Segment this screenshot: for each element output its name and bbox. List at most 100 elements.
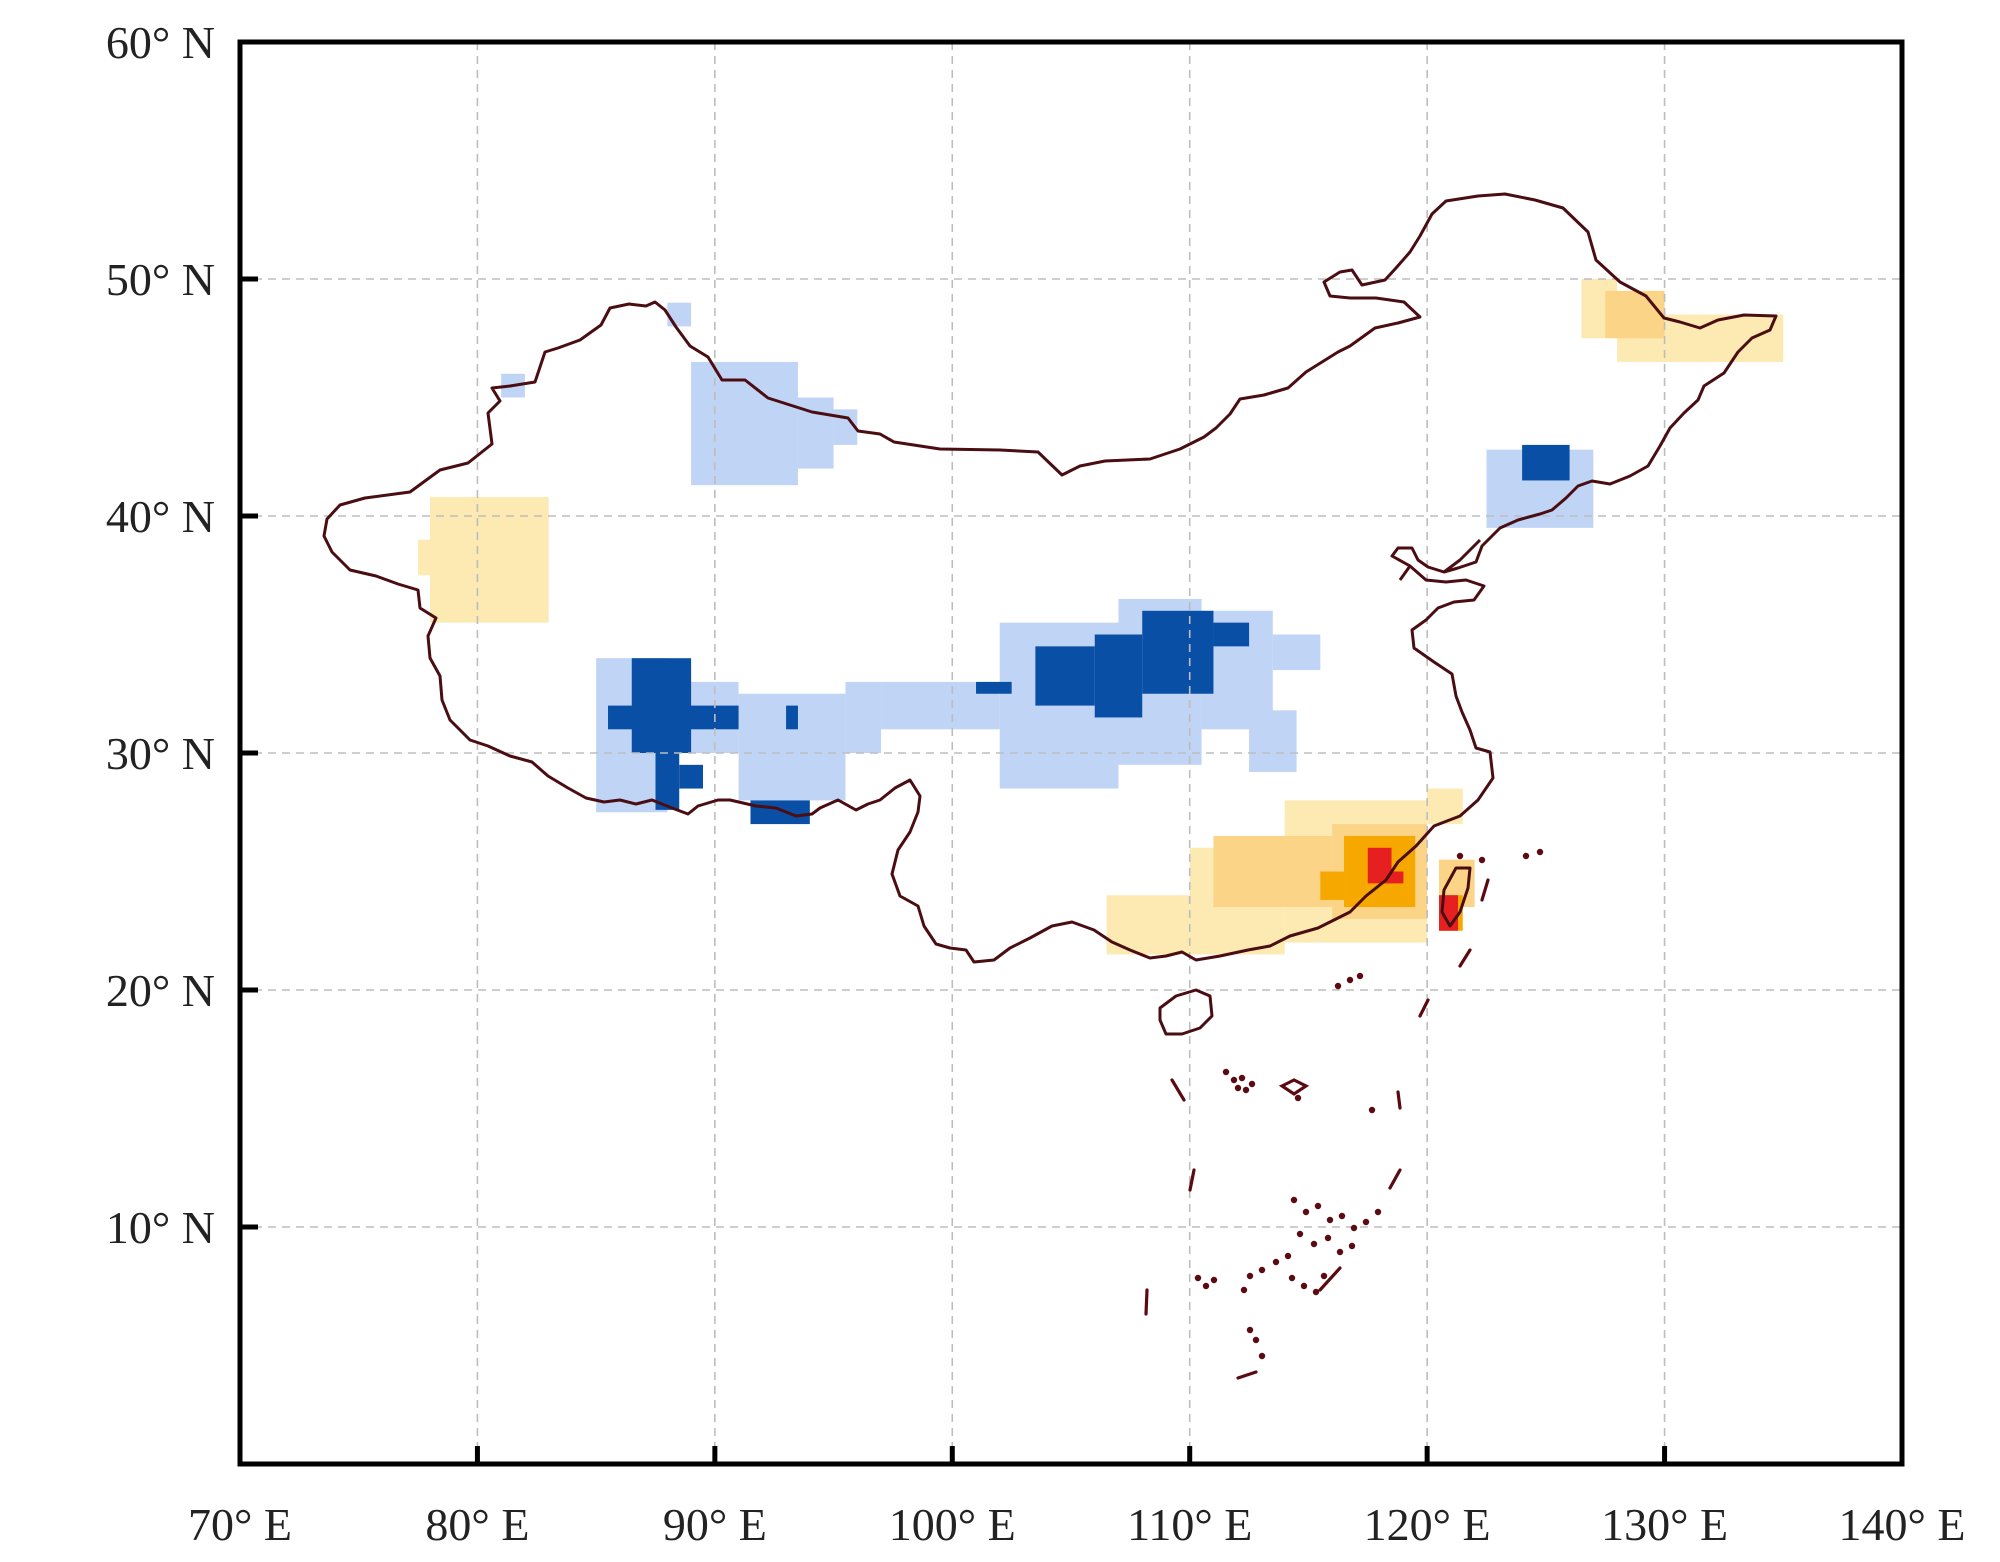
island-dot-12 — [1338, 1212, 1346, 1220]
island-dot-14 — [1362, 1218, 1370, 1226]
dark-blue-cell-8 — [1094, 634, 1143, 718]
dark-blue-cell-1 — [608, 705, 739, 730]
island-dot-5 — [1234, 1084, 1242, 1092]
light-yellow-cell-1 — [418, 539, 442, 576]
taiwan-island — [1440, 866, 1472, 928]
island-dot-36 — [1522, 852, 1530, 860]
dashed-line-2 — [1418, 998, 1430, 1018]
island-dot-24 — [1246, 1272, 1254, 1280]
island-dot-19 — [1336, 1248, 1344, 1256]
gridlines — [240, 42, 1902, 1464]
island-dot-26 — [1288, 1274, 1296, 1282]
y-tick-label: 60° N — [106, 17, 215, 68]
light-blue-cell-9 — [845, 681, 882, 753]
y-tick-label: 20° N — [106, 965, 215, 1016]
dark-blue-cell-9 — [1142, 610, 1214, 694]
island-dot-39 — [1456, 852, 1464, 860]
island-dot-22 — [1272, 1258, 1280, 1266]
light-blue-cell-0 — [691, 361, 798, 486]
light-blue-cell-15 — [1249, 710, 1297, 772]
island-dot-6 — [1346, 976, 1354, 984]
dashed-line-7 — [1318, 1266, 1342, 1292]
island-dot-28 — [1312, 1288, 1320, 1296]
country-border — [322, 192, 1778, 1380]
island-dot-1 — [1230, 1076, 1238, 1084]
light-orange-cell-0 — [1213, 835, 1333, 908]
x-tick-label: 140° E — [1839, 1499, 1966, 1550]
island-dot-29 — [1320, 1272, 1328, 1280]
island-dot-21 — [1284, 1252, 1292, 1260]
light-orange-cell-2 — [1605, 290, 1665, 339]
dashed-line-8 — [1236, 1370, 1258, 1380]
x-tick-label: 110° E — [1127, 1499, 1252, 1550]
island-dot-31 — [1202, 1282, 1210, 1290]
island-dot-17 — [1310, 1240, 1318, 1248]
y-tick-label: 30° N — [106, 728, 215, 779]
island-dot-9 — [1302, 1208, 1310, 1216]
island-dot-20 — [1348, 1242, 1356, 1250]
island-dot-3 — [1248, 1080, 1256, 1088]
island-dot-18 — [1324, 1234, 1332, 1242]
x-tick-label: 100° E — [889, 1499, 1016, 1550]
dashed-line-9 — [1458, 948, 1472, 968]
island-dot-30 — [1194, 1274, 1202, 1282]
island-dot-15 — [1374, 1208, 1382, 1216]
island-dot-10 — [1314, 1202, 1322, 1210]
y-tick-label: 10° N — [106, 1202, 215, 1253]
dark-blue-cell-4 — [750, 800, 810, 825]
region-dark-blue — [608, 444, 1570, 825]
dashed-line-5 — [1188, 1168, 1196, 1192]
light-yellow-cell-0 — [429, 497, 549, 623]
dark-blue-cell-5 — [786, 705, 798, 730]
light-yellow-cell-5 — [1427, 788, 1463, 825]
x-tick-label: 80° E — [425, 1499, 529, 1550]
light-blue-cell-3 — [667, 302, 692, 327]
dashed-line-10 — [1480, 878, 1490, 902]
light-blue-cell-14 — [1272, 634, 1321, 671]
mainland-outline — [322, 192, 1778, 964]
dark-blue-cell-11 — [1522, 444, 1570, 481]
dashed-line-1 — [1170, 1078, 1186, 1102]
island-dot-13 — [1350, 1224, 1358, 1232]
island-dot-2 — [1238, 1074, 1246, 1082]
dark-blue-cell-6 — [976, 681, 1012, 694]
dark-blue-cell-2 — [655, 753, 680, 810]
dark-blue-cell-10 — [1213, 622, 1250, 647]
y-tick-label: 50° N — [106, 254, 215, 305]
island-dot-7 — [1368, 1106, 1376, 1114]
y-tick-label: 40° N — [106, 491, 215, 542]
island-dot-25 — [1240, 1286, 1248, 1294]
dark-blue-cell-3 — [679, 764, 703, 789]
island-dot-0 — [1222, 1068, 1230, 1076]
island-dot-23 — [1258, 1266, 1266, 1274]
red-cell-1 — [1379, 871, 1404, 884]
island-dot-37 — [1536, 848, 1544, 856]
x-tick-label: 130° E — [1601, 1499, 1728, 1550]
island-dot-42 — [1294, 1094, 1302, 1102]
island-dot-11 — [1326, 1216, 1334, 1224]
island-dot-35 — [1258, 1352, 1266, 1360]
x-tick-label: 90° E — [663, 1499, 767, 1550]
island-dot-8 — [1290, 1196, 1298, 1204]
dashed-line-11 — [1278, 1078, 1310, 1096]
island-dot-40 — [1356, 972, 1364, 980]
x-tick-label: 120° E — [1364, 1499, 1491, 1550]
axis-ticks: 70° E 80° E 90° E 100° E 110° E 120° E 130° E 1… — [106, 17, 1966, 1550]
dashed-line-4 — [1388, 1168, 1402, 1190]
dark-blue-cell-7 — [1035, 646, 1095, 706]
dashed-line-3 — [1396, 1090, 1402, 1110]
island-dot-27 — [1300, 1282, 1308, 1290]
island-dot-41 — [1334, 982, 1342, 990]
bohai-coast — [1398, 538, 1482, 581]
dashed-line-6 — [1144, 1288, 1149, 1316]
light-blue-cell-2 — [833, 409, 858, 445]
x-tick-label: 70° E — [188, 1499, 292, 1550]
island-dot-33 — [1246, 1326, 1254, 1334]
hainan-island — [1158, 988, 1214, 1036]
orange-cell-1 — [1320, 871, 1345, 900]
anomaly-regions — [418, 279, 1784, 955]
island-dot-32 — [1210, 1276, 1218, 1284]
island-dot-38 — [1478, 856, 1486, 864]
island-dot-4 — [1242, 1086, 1250, 1094]
